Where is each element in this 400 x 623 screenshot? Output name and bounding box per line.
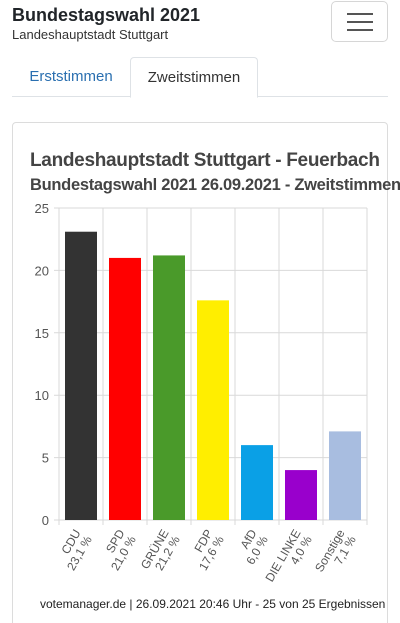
bar-grüne [153,255,185,520]
tab-zweitstimmen[interactable]: Zweitstimmen [130,57,258,98]
y-tick-label: 20 [35,263,49,278]
bar-cdu [65,231,97,520]
bar-sonstige [329,431,361,520]
tab-erststimmen[interactable]: Erststimmen [29,68,113,85]
chart-title: Landeshauptstadt Stuttgart - Feuerbach [30,150,380,171]
y-tick-label: 25 [35,201,49,216]
tab-bar: Erststimmen Zweitstimmen [12,57,388,98]
bar-fdp [197,300,229,520]
y-tick-label: 15 [35,326,49,341]
page-title: Bundestagswahl 2021 [12,5,201,25]
y-tick-label: 5 [42,451,49,466]
bar-spd [109,257,141,520]
page-subtitle: Landeshauptstadt Stuttgart [12,27,169,42]
app-header: Bundestagswahl 2021 Landeshauptstadt Stu… [0,0,400,52]
y-tick-label: 0 [42,513,49,528]
bar-afd [241,445,273,520]
bar-die-linke [285,470,317,520]
chart-subtitle: Bundestagswahl 2021 26.09.2021 - Zweitst… [30,176,400,194]
footer-source: votemanager.de | 26.09.2021 20:46 Uhr - … [40,597,386,611]
menu-button[interactable] [331,1,388,42]
y-tick-label: 10 [35,388,49,403]
